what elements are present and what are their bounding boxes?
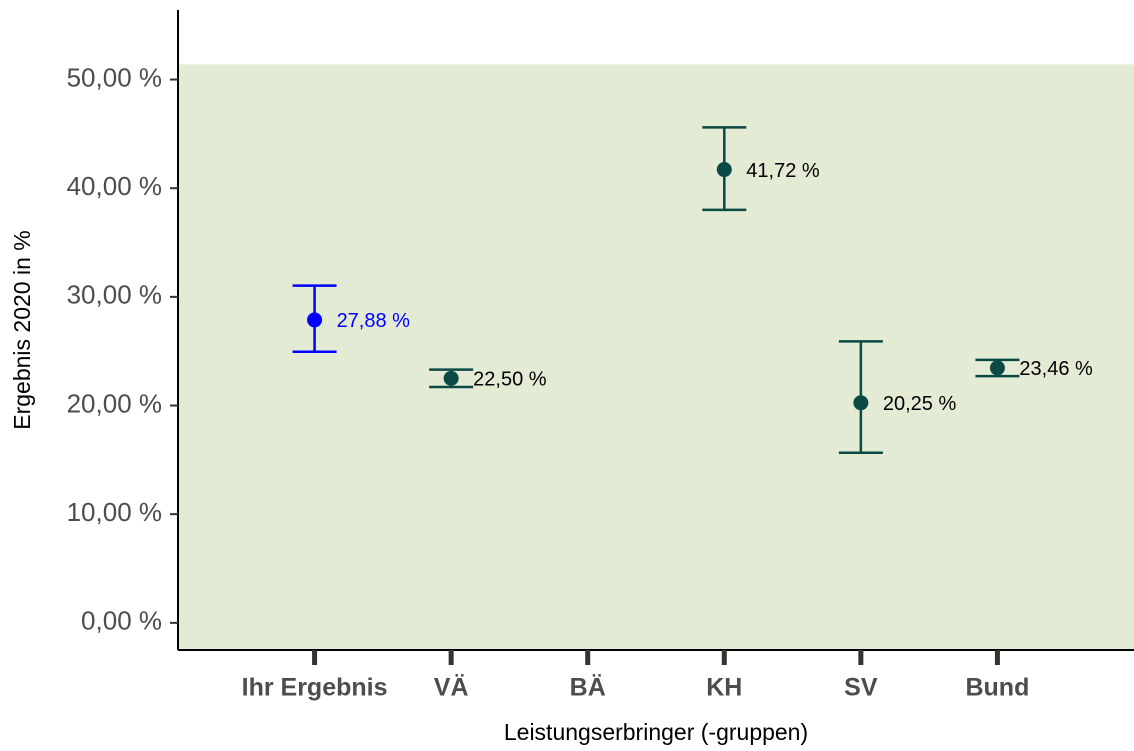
reference-band [178,64,1134,651]
y-tick-label: 20,00 % [67,388,162,418]
point [443,370,459,386]
point [307,312,323,328]
value-label: 20,25 % [883,393,957,415]
y-tick-label: 10,00 % [67,497,162,527]
y-tick-label: 40,00 % [67,171,162,201]
y-axis-label: Ergebnis 2020 in % [9,230,35,429]
x-tick-label: VÄ [434,674,469,702]
point [989,360,1005,376]
y-tick-label: 50,00 % [67,62,162,92]
point [853,395,869,411]
value-label: 23,46 % [1019,358,1093,380]
value-label: 41,72 % [746,160,820,182]
x-axis-label: Leistungserbringer (-gruppen) [504,719,808,745]
point [716,162,732,178]
value-label: 22,50 % [473,369,547,391]
y-tick-label: 30,00 % [67,280,162,310]
x-tick-label: KH [706,674,742,702]
x-tick-label: BÄ [570,674,606,702]
x-tick-label: Bund [965,674,1029,702]
x-tick-label: Ihr Ergebnis [242,674,388,702]
y-tick-label: 0,00 % [81,606,162,636]
x-tick-label: SV [844,674,878,702]
value-label: 27,88 % [337,310,411,332]
